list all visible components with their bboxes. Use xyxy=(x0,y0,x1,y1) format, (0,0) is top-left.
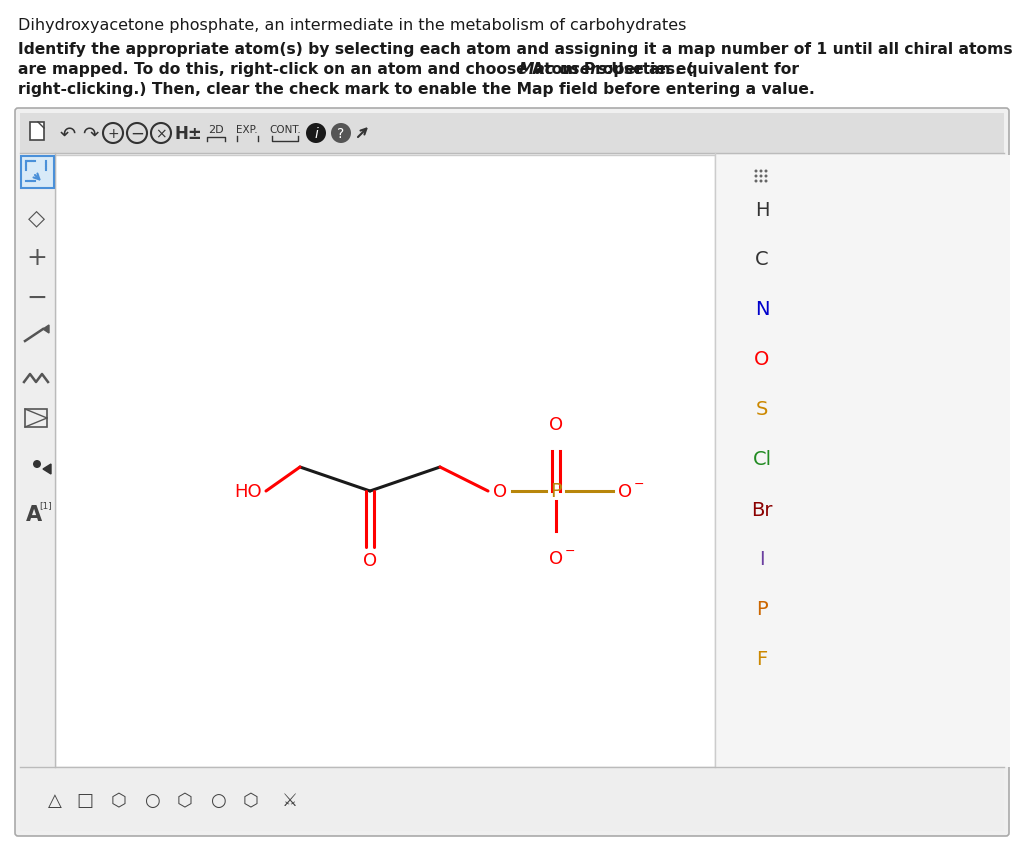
Polygon shape xyxy=(43,326,49,334)
FancyBboxPatch shape xyxy=(30,123,44,141)
Circle shape xyxy=(755,176,758,178)
FancyBboxPatch shape xyxy=(22,157,54,189)
Text: EXP.: EXP. xyxy=(237,125,258,135)
Text: CONT.: CONT. xyxy=(269,125,301,135)
Circle shape xyxy=(755,171,758,173)
Bar xyxy=(20,113,1004,154)
Text: −: − xyxy=(27,286,47,310)
Bar xyxy=(20,767,1004,831)
Circle shape xyxy=(765,171,768,173)
Text: right-clicking.) Then, clear the check mark to enable the Map field before enter: right-clicking.) Then, clear the check m… xyxy=(18,82,815,97)
Text: □: □ xyxy=(77,791,93,809)
Text: ○: ○ xyxy=(210,791,226,809)
Text: A: A xyxy=(26,504,42,525)
Text: O: O xyxy=(493,483,507,501)
Circle shape xyxy=(765,180,768,183)
Text: −: − xyxy=(130,125,144,142)
Text: ⬡: ⬡ xyxy=(242,791,258,809)
Circle shape xyxy=(33,461,41,468)
Text: ↶: ↶ xyxy=(59,125,76,143)
Text: F: F xyxy=(757,650,768,669)
Text: 2D: 2D xyxy=(208,125,224,135)
Text: N: N xyxy=(755,300,769,319)
Text: Cl: Cl xyxy=(753,450,771,469)
Text: O: O xyxy=(362,551,377,569)
Polygon shape xyxy=(43,464,51,474)
Text: O: O xyxy=(617,483,632,501)
Circle shape xyxy=(760,176,763,178)
Text: i: i xyxy=(314,127,317,141)
Bar xyxy=(20,156,55,767)
Text: Mac users:: Mac users: xyxy=(519,62,613,77)
Text: C: C xyxy=(755,250,769,270)
Text: [1]: [1] xyxy=(40,501,52,510)
Text: ⚔: ⚔ xyxy=(282,791,298,809)
Text: O: O xyxy=(549,549,563,567)
Text: ?: ? xyxy=(337,127,345,141)
Text: S: S xyxy=(756,400,768,419)
Circle shape xyxy=(765,176,768,178)
Text: ○: ○ xyxy=(144,791,160,809)
Bar xyxy=(55,156,715,767)
Circle shape xyxy=(760,180,763,183)
Text: ⬡: ⬡ xyxy=(177,791,193,809)
Circle shape xyxy=(331,124,351,144)
Bar xyxy=(715,156,1010,767)
Text: O: O xyxy=(755,350,770,369)
Text: ↷: ↷ xyxy=(82,125,98,143)
Text: ⬡: ⬡ xyxy=(111,791,126,809)
Circle shape xyxy=(755,180,758,183)
Text: P: P xyxy=(550,482,562,501)
FancyBboxPatch shape xyxy=(15,109,1009,836)
Text: Dihydroxyacetone phosphate, an intermediate in the metabolism of carbohydrates: Dihydroxyacetone phosphate, an intermedi… xyxy=(18,18,686,33)
Text: △: △ xyxy=(48,791,61,809)
Text: P: P xyxy=(756,600,768,618)
Text: ◇: ◇ xyxy=(29,208,45,228)
Text: +: + xyxy=(108,127,119,141)
Text: H±: H± xyxy=(174,125,202,142)
Text: I: I xyxy=(759,550,765,569)
Text: H: H xyxy=(755,200,769,219)
Circle shape xyxy=(306,124,326,144)
Text: Br: Br xyxy=(752,500,773,519)
Text: Identify the appropriate atom(s) by selecting each atom and assigning it a map n: Identify the appropriate atom(s) by sele… xyxy=(18,42,1013,57)
Text: O: O xyxy=(549,415,563,433)
Text: −: − xyxy=(565,544,575,557)
Text: +: + xyxy=(27,246,47,270)
Text: ×: × xyxy=(156,127,167,141)
Text: −: − xyxy=(634,477,644,490)
Text: Use an equivalent for: Use an equivalent for xyxy=(606,62,799,77)
Text: HO: HO xyxy=(234,483,262,501)
Circle shape xyxy=(760,171,763,173)
Bar xyxy=(25,409,47,427)
Text: are mapped. To do this, right-click on an atom and choose Atom Properties. (: are mapped. To do this, right-click on a… xyxy=(18,62,693,77)
